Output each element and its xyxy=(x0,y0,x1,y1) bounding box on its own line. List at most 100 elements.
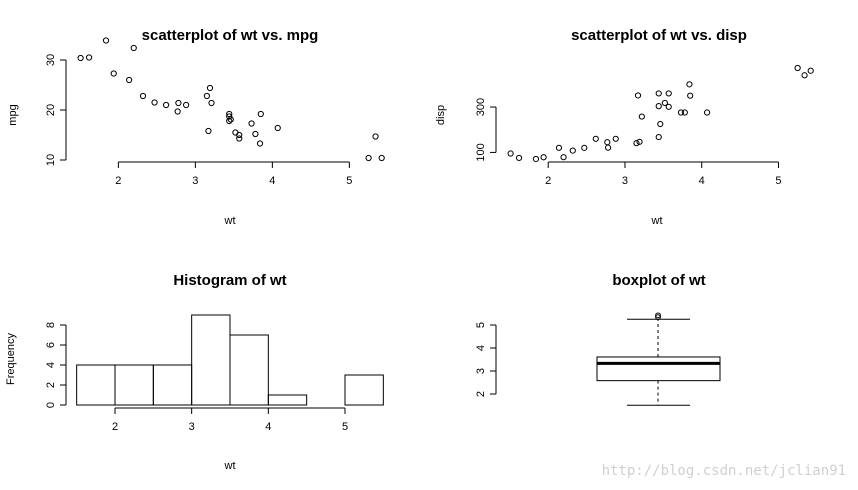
scatter-wt-mpg-xlabel: wt xyxy=(224,215,236,227)
scatter-wt-disp-point xyxy=(681,109,688,116)
scatter-wt-mpg-point xyxy=(252,130,259,138)
boxplot-wt-panel: boxplot of wt 2 3 4 5 xyxy=(475,272,721,406)
scatter-wt-disp-point xyxy=(634,92,642,99)
scatter-wt-mpg-x-tick-label: 3 xyxy=(192,175,198,187)
scatter-wt-mpg-title: scatterplot of wt vs. mpg xyxy=(142,27,319,44)
boxplot-outlier xyxy=(655,314,661,321)
scatter-wt-disp-point xyxy=(655,103,662,110)
scatter-wt-mpg-point xyxy=(203,92,210,100)
histogram-wt-x-tick-label: 3 xyxy=(189,421,195,433)
histogram-bar xyxy=(191,314,231,406)
scatter-wt-mpg-point xyxy=(126,76,133,84)
histogram-wt-x-tick-label: 5 xyxy=(342,421,348,433)
scatter-wt-disp-point xyxy=(555,144,563,151)
histogram-bar xyxy=(152,364,193,406)
scatter-wt-mpg-point xyxy=(85,54,93,61)
scatter-wt-mpg-point xyxy=(236,135,243,142)
histogram-wt-y-tick-label: 2 xyxy=(45,382,57,388)
scatter-wt-disp-point xyxy=(532,155,540,163)
boxplot-box xyxy=(596,356,721,382)
scatter-wt-disp-point xyxy=(686,81,693,88)
scatter-wt-mpg-point xyxy=(110,70,117,77)
scatter-wt-disp-point xyxy=(612,135,619,142)
histogram-wt-y-tick-label: 8 xyxy=(45,322,57,328)
scatter-wt-mpg-point xyxy=(77,54,84,62)
scatter-wt-mpg-y-tick-label: 30 xyxy=(45,54,57,66)
scatter-wt-mpg-point xyxy=(226,113,233,120)
scatter-wt-disp-ylabel: disp xyxy=(435,105,447,125)
scatter-wt-disp-point xyxy=(540,154,547,161)
scatter-wt-mpg-point xyxy=(208,99,215,107)
scatter-wt-mpg-point xyxy=(151,99,158,106)
boxplot-wt-y-tick-label: 5 xyxy=(475,322,487,328)
scatter-wt-mpg-point xyxy=(248,120,255,127)
scatter-wt-mpg-point xyxy=(372,133,379,140)
scatter-wt-disp-y-tick-label: 300 xyxy=(475,98,487,116)
scatter-wt-disp-point xyxy=(661,99,668,107)
scatter-wt-mpg-point xyxy=(378,154,385,162)
scatter-wt-disp-point xyxy=(794,64,801,72)
scatter-wt-mpg-point xyxy=(257,110,264,118)
scatter-wt-disp-point xyxy=(636,138,643,145)
scatter-wt-mpg-point xyxy=(130,44,137,52)
scatter-wt-disp-point xyxy=(677,109,685,116)
boxplot-wt-title: boxplot of wt xyxy=(612,272,705,289)
scatter-wt-disp-point xyxy=(665,103,672,110)
scatter-wt-disp-point xyxy=(801,72,808,79)
scatter-wt-mpg-ylabel: mpg xyxy=(7,104,19,125)
scatter-wt-mpg-point xyxy=(226,110,233,118)
scatter-wt-disp-point xyxy=(569,147,576,154)
histogram-wt-y-tick-label: 6 xyxy=(45,342,57,348)
scatter-wt-mpg-panel: scatterplot of wt vs. mpg wt mpg 2 3 4 5 10 2… xyxy=(7,27,385,227)
histogram-bar xyxy=(114,364,154,406)
scatter-wt-mpg-point xyxy=(162,101,170,109)
histogram-wt-y-tick-label: 0 xyxy=(45,402,57,408)
scatter-wt-disp-point xyxy=(687,92,694,99)
scatter-wt-disp-point xyxy=(604,139,611,146)
scatter-wt-disp-point xyxy=(655,90,662,97)
scatter-wt-disp-x-tick-label: 5 xyxy=(775,175,781,187)
scatter-wt-mpg-point xyxy=(274,124,281,132)
scatter-wt-disp-point xyxy=(560,154,567,161)
histogram-bar xyxy=(267,394,308,406)
histogram-wt-x-tick-label: 2 xyxy=(112,421,118,433)
scatter-wt-disp-x-tick-label: 2 xyxy=(545,175,551,187)
scatter-wt-disp-point xyxy=(657,120,664,128)
scatter-wt-disp-point xyxy=(592,135,599,142)
scatter-wt-disp-title: scatterplot of wt vs. disp xyxy=(571,27,747,44)
scatter-wt-disp-point xyxy=(515,154,523,162)
histogram-bar xyxy=(344,374,384,406)
boxplot-wt-y-tick-label: 3 xyxy=(475,368,487,374)
scatter-wt-mpg-point xyxy=(227,116,234,123)
scatter-wt-mpg-x-tick-label: 2 xyxy=(115,175,121,187)
scatter-wt-mpg-y-tick-label: 20 xyxy=(45,104,57,116)
scatter-wt-disp-x-tick-label: 3 xyxy=(622,175,628,187)
scatter-wt-disp-point xyxy=(633,140,640,147)
scatter-wt-disp-point xyxy=(581,144,588,151)
scatter-wt-mpg-x-tick-label: 5 xyxy=(346,175,352,187)
watermark-text: http://blog.csdn.net/jclian91 xyxy=(602,463,846,479)
boxplot-outlier xyxy=(655,312,661,319)
histogram-wt-xlabel: wt xyxy=(224,460,236,472)
scatter-wt-disp-point xyxy=(807,67,814,74)
scatter-wt-disp-y-tick-label: 100 xyxy=(475,143,487,161)
scatter-wt-mpg-point xyxy=(175,99,182,107)
scatter-wt-disp-point xyxy=(665,90,672,97)
histogram-wt-panel: Histogram of wt wt Frequency 2 3 4 5 0 2 4 6 8 xyxy=(5,272,384,472)
scatter-wt-mpg-point xyxy=(365,154,372,162)
scatter-wt-disp-point xyxy=(703,109,711,116)
scatter-wt-disp-xlabel: wt xyxy=(651,215,663,227)
boxplot-wt-y-tick-label: 4 xyxy=(475,345,487,351)
scatter-wt-mpg-point xyxy=(183,101,190,109)
histogram-wt-y-tick-label: 4 xyxy=(45,362,57,368)
scatter-wt-disp-point xyxy=(638,113,645,120)
scatter-wt-mpg-point xyxy=(139,92,147,100)
boxplot-wt-y-tick-label: 2 xyxy=(475,391,487,397)
scatter-wt-disp-point xyxy=(604,144,612,151)
scatter-wt-disp-point xyxy=(507,150,514,157)
histogram-wt-ylabel: Frequency xyxy=(5,333,17,385)
scatter-wt-mpg-point xyxy=(205,127,212,135)
histogram-bar xyxy=(76,364,116,406)
scatter-wt-mpg-x-tick-label: 4 xyxy=(269,175,275,187)
